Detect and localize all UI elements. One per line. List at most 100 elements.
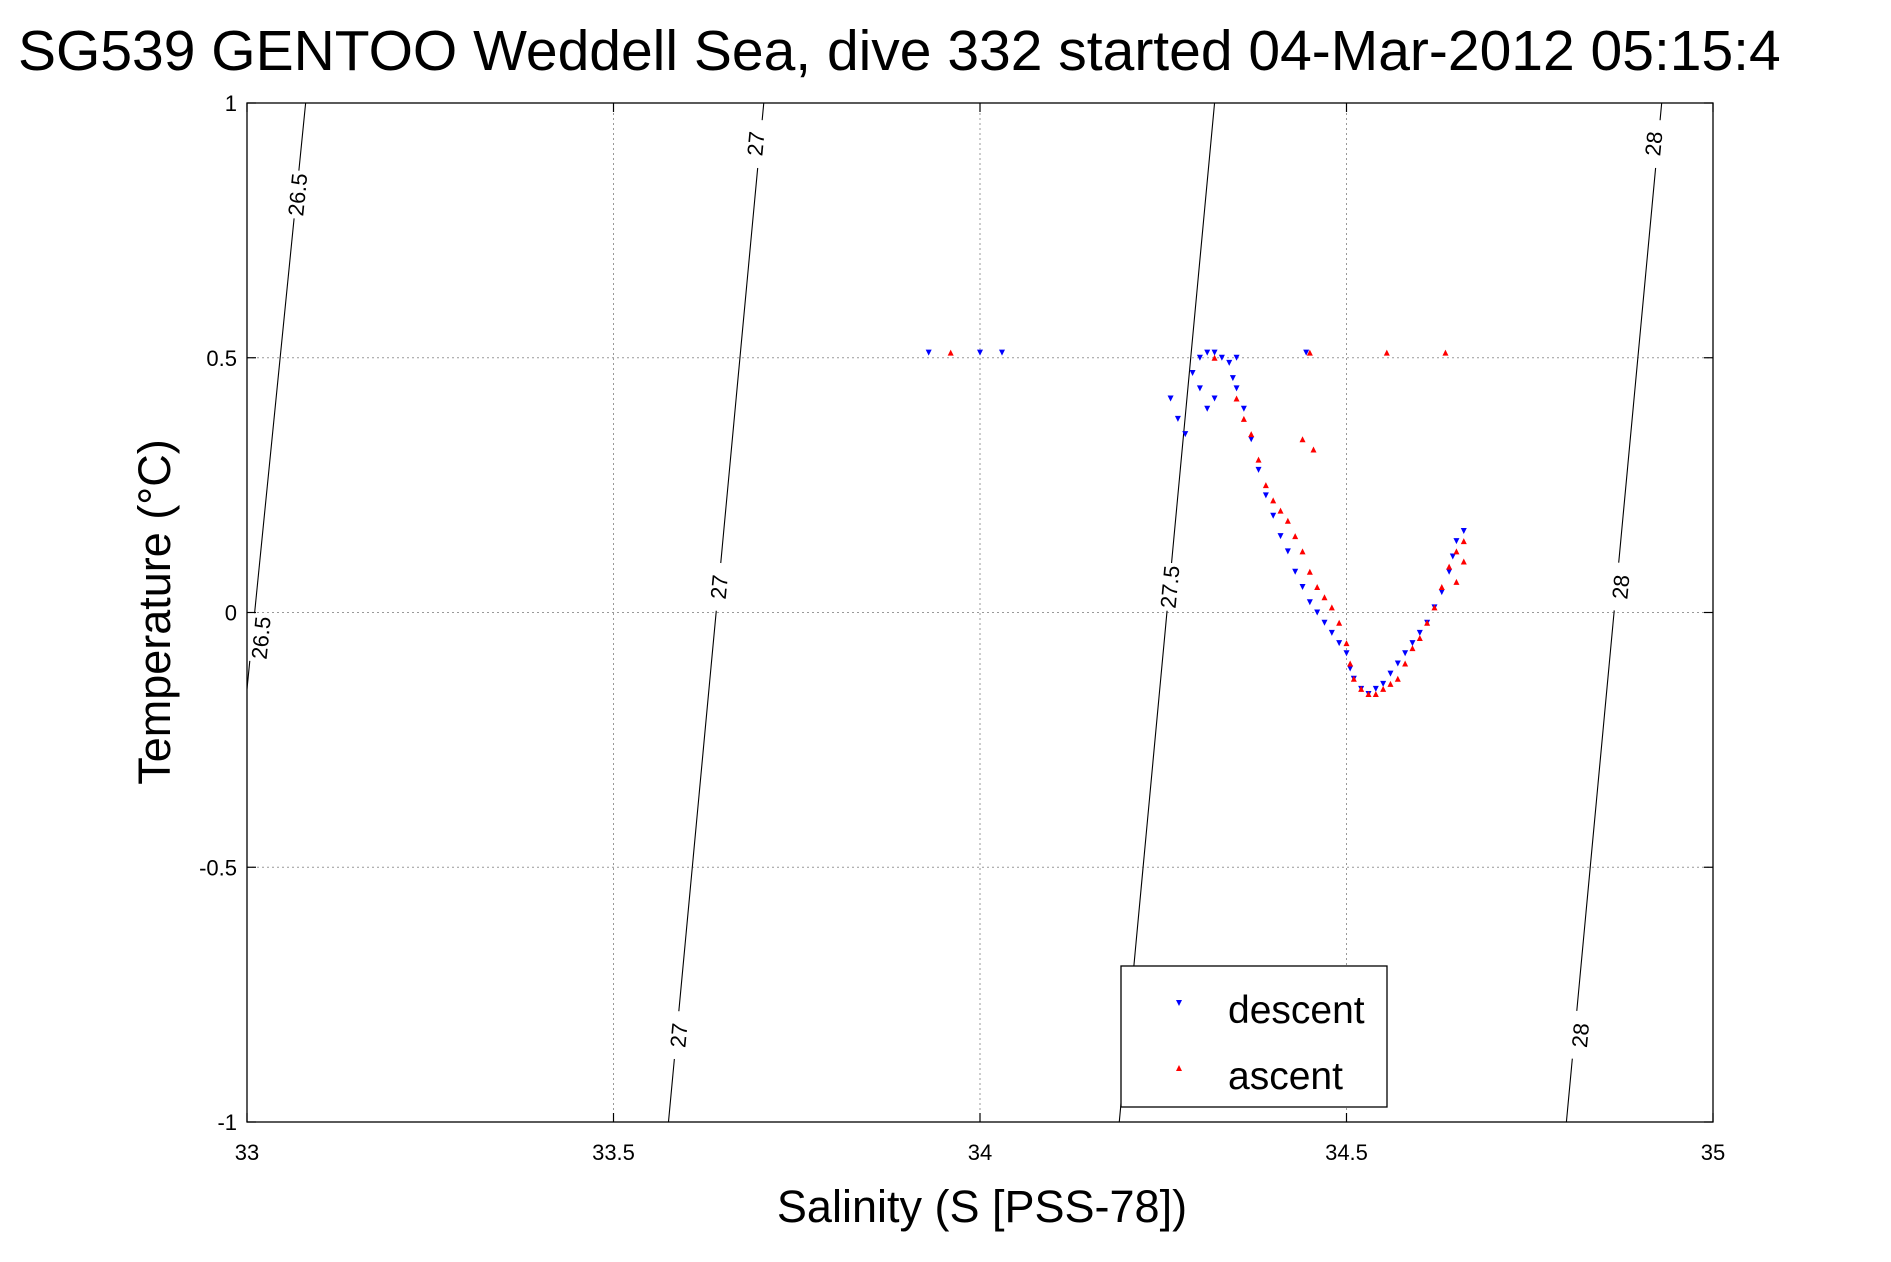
descent-point	[1196, 385, 1203, 392]
isopycnal-label: 27.5	[1156, 564, 1185, 609]
chart-title: SG539 GENTOO Weddell Sea, dive 332 start…	[18, 19, 1781, 83]
ascent-point	[1409, 645, 1416, 652]
ascent-point	[1446, 563, 1453, 570]
isopycnal-label: 26.5	[247, 615, 276, 660]
descent-point	[1255, 466, 1262, 473]
y-tick-label: 1	[225, 91, 237, 116]
ascent-point	[1292, 533, 1299, 540]
ascent-point	[1358, 685, 1365, 692]
descent-point	[1229, 375, 1236, 382]
isopycnal-label-gap	[1156, 562, 1185, 613]
y-axis-label: Temperature (°C)	[129, 439, 180, 785]
descent-point	[1277, 533, 1284, 540]
ascent-point	[1328, 604, 1335, 611]
descent-point	[1189, 370, 1196, 377]
isopycnal-label-gap	[1640, 118, 1669, 169]
isopycnal-lines: 26.5 26.5 27 27 27 27.5 28 28 28	[247, 103, 1669, 1122]
axis-ticks: 33 33.5 34 34.5 35 -1 -0.5 0 0.5 1	[199, 91, 1725, 1165]
ascent-point	[1284, 517, 1291, 524]
descent-point	[1347, 665, 1354, 672]
descent-point	[1303, 349, 1310, 356]
ascent-point	[1365, 691, 1372, 698]
isopycnal-label-gap	[283, 169, 313, 220]
ascent-point	[1394, 675, 1401, 682]
grid	[247, 103, 1713, 1122]
descent-point	[1321, 619, 1328, 626]
ascent-point	[1380, 685, 1387, 692]
descent-point	[1380, 680, 1387, 687]
descent-point	[1453, 538, 1460, 545]
ascent-point	[1372, 691, 1379, 698]
legend-descent-label: descent	[1228, 989, 1365, 1032]
isopycnal-label: 28	[1567, 1022, 1594, 1049]
x-axis-label: Salinity (S [PSS-78])	[777, 1181, 1187, 1232]
isopycnal-label-gap	[742, 118, 771, 169]
descent-point	[1336, 640, 1343, 647]
descent-point	[1416, 629, 1423, 636]
isopycnal-label-gap	[705, 562, 734, 613]
isopycnal-line	[667, 103, 765, 1122]
ascent-point	[1460, 558, 1467, 565]
y-tick-label: -1	[217, 1110, 237, 1135]
isopycnal-label: 27	[706, 574, 733, 601]
ascent-point	[1453, 578, 1460, 585]
descent-point	[1446, 568, 1453, 575]
descent-point	[998, 349, 1005, 356]
descent-point	[1299, 584, 1306, 591]
legend-box	[1120, 965, 1388, 1108]
descent-point	[1402, 650, 1409, 657]
descent-point	[1394, 660, 1401, 667]
ascent-point	[1383, 349, 1390, 356]
ascent-point	[1255, 456, 1262, 463]
descent-point	[1270, 512, 1277, 519]
isopycnal-label-gap	[665, 1010, 694, 1061]
ascent-point	[1387, 680, 1394, 687]
descent-point	[1372, 685, 1379, 692]
ascent-point	[1262, 482, 1269, 489]
ascent-point	[1248, 431, 1255, 438]
ascent-point	[1460, 538, 1467, 545]
ascent-point	[1438, 584, 1445, 591]
ascent-point	[1306, 568, 1313, 575]
descent-point	[1248, 436, 1255, 443]
x-tick-label: 34.5	[1325, 1140, 1368, 1165]
isopycnal-label: 27	[665, 1022, 692, 1049]
ascent-point	[947, 349, 954, 356]
descent-point	[1409, 640, 1416, 647]
ascent-point	[1453, 548, 1460, 555]
x-tick-label: 34	[968, 1140, 992, 1165]
isopycnal-line	[1118, 103, 1216, 1122]
descent-point	[1343, 650, 1350, 657]
ascent-point	[1314, 584, 1321, 591]
ascent-point	[1240, 415, 1247, 422]
ascent-point	[1442, 349, 1449, 356]
descent-point	[1211, 349, 1218, 356]
y-tick-label: 0	[225, 601, 237, 626]
legend-ascent-label: ascent	[1228, 1055, 1343, 1098]
descent-point	[1204, 405, 1211, 412]
isopycnal-label: 28	[1640, 130, 1667, 157]
descent-point	[1233, 385, 1240, 392]
y-tick-label: 0.5	[206, 346, 237, 371]
isopycnal-label: 27	[742, 130, 769, 157]
descent-point	[1240, 405, 1247, 412]
descent-point	[1314, 609, 1321, 616]
descent-point	[1233, 354, 1240, 361]
descent-point	[1174, 415, 1181, 422]
isopycnal-label: 26.5	[283, 172, 312, 217]
descent-point	[1438, 589, 1445, 596]
data-points	[925, 349, 1467, 698]
ascent-point	[1402, 660, 1409, 667]
x-tick-label: 33.5	[592, 1140, 635, 1165]
isopycnal-line	[1565, 103, 1663, 1122]
descent-point	[1262, 492, 1269, 499]
descent-point	[1449, 553, 1456, 560]
ascent-point	[1416, 634, 1423, 641]
legend-descent-marker	[1176, 1000, 1182, 1006]
ascent-point	[1299, 436, 1306, 443]
isopycnal-label-gap	[247, 612, 276, 664]
isopycnal-label-gap	[1607, 562, 1636, 613]
descent-point	[1211, 395, 1218, 402]
ascent-point	[1343, 640, 1350, 647]
